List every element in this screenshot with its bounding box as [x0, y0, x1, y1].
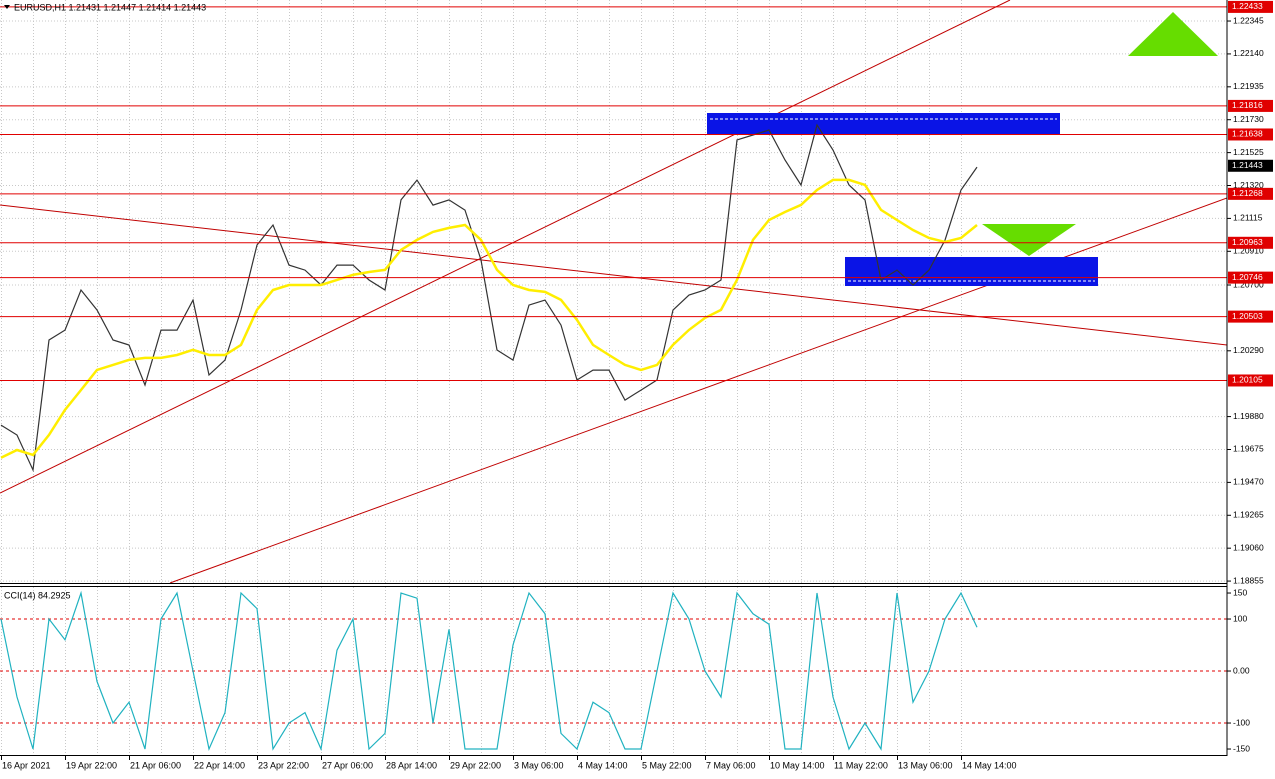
y-tick-label: -100 — [1233, 717, 1250, 727]
level-label-bg — [1228, 187, 1273, 200]
current-price-bg — [1228, 159, 1273, 172]
y-tick-label: 1.19675 — [1233, 444, 1264, 454]
series-line — [0, 123, 978, 473]
level-label-bg — [1228, 310, 1273, 323]
level-label: 1.22433 — [1232, 1, 1263, 11]
y-tick-label: 1.20910 — [1233, 246, 1264, 256]
y-tick-label: 1.20700 — [1233, 279, 1264, 289]
level-label-bg — [1228, 99, 1273, 112]
x-tick-label: 10 May 14:00 — [770, 760, 825, 770]
y-tick-label: 1.19060 — [1233, 542, 1264, 552]
x-tick-label: 22 Apr 14:00 — [194, 760, 245, 770]
y-tick-label: 0.00 — [1233, 665, 1250, 675]
level-label: 1.20105 — [1232, 375, 1263, 385]
y-tick-label: 1.20290 — [1233, 345, 1264, 355]
level-label: 1.20503 — [1232, 311, 1263, 321]
y-tick-label: 1.22345 — [1233, 15, 1264, 25]
y-tick-label: 1.22140 — [1233, 48, 1264, 58]
level-label-bg — [1228, 374, 1273, 387]
x-tick-label: 5 May 22:00 — [642, 760, 692, 770]
level-label: 1.20963 — [1232, 237, 1263, 247]
y-tick-label: 1.19880 — [1233, 411, 1264, 421]
x-tick-label: 21 Apr 06:00 — [130, 760, 181, 770]
x-tick-label: 27 Apr 06:00 — [322, 760, 373, 770]
y-tick-label: 1.21525 — [1233, 147, 1264, 157]
level-label-bg — [1228, 128, 1273, 141]
grid-layer — [0, 0, 1227, 755]
up-arrow — [1128, 12, 1218, 56]
main-series — [0, 6, 1227, 473]
level-label-bg — [1228, 236, 1273, 249]
x-tick-label: 29 Apr 22:00 — [450, 760, 501, 770]
y-tick-label: 100 — [1233, 613, 1247, 623]
y-tick-label: -150 — [1233, 743, 1250, 753]
y-tick-label: 1.18855 — [1233, 575, 1264, 585]
level-label: 1.21638 — [1232, 129, 1263, 139]
x-tick-label: 7 May 06:00 — [706, 760, 756, 770]
header-marker — [4, 5, 10, 9]
x-tick-label: 16 Apr 2021 — [2, 760, 51, 770]
level-label-bg — [1228, 0, 1273, 13]
drawings — [0, 0, 1227, 583]
down-arrow — [982, 224, 1076, 256]
level-label: 1.20746 — [1232, 272, 1263, 282]
y-tick-label: 150 — [1233, 587, 1247, 597]
x-tick-label: 19 Apr 22:00 — [66, 760, 117, 770]
x-tick-label: 11 May 22:00 — [834, 760, 888, 770]
y-tick-label: 1.21935 — [1233, 81, 1264, 91]
y-tick-label: 1.21320 — [1233, 180, 1264, 190]
level-label-bg — [1228, 271, 1273, 284]
support-zone — [845, 257, 1098, 286]
y-tick-label: 1.19470 — [1233, 477, 1264, 487]
x-tick-label: 14 May 14:00 — [962, 760, 1017, 770]
chart-title: EURUSD,H1 1.21431 1.21447 1.21414 1.2144… — [14, 2, 206, 12]
x-tick-label: 23 Apr 22:00 — [258, 760, 309, 770]
current-price-label: 1.21443 — [1232, 160, 1263, 170]
trend-line — [0, 0, 1011, 494]
resistance-zone — [707, 113, 1060, 134]
x-tick-label: 3 May 06:00 — [514, 760, 564, 770]
x-tick-label: 4 May 14:00 — [578, 760, 628, 770]
indicator-title: CCI(14) 84.2925 — [4, 590, 71, 600]
cci-series — [0, 590, 978, 752]
level-label: 1.21268 — [1232, 188, 1263, 198]
series-line — [0, 590, 978, 752]
level-label: 1.21816 — [1232, 100, 1263, 110]
series-line — [0, 178, 978, 459]
y-tick-label: 1.19265 — [1233, 510, 1264, 520]
y-tick-label: 1.21115 — [1233, 213, 1263, 223]
y-tick-label: 1.21730 — [1233, 114, 1264, 124]
x-tick-label: 28 Apr 14:00 — [386, 760, 437, 770]
x-tick-label: 13 May 06:00 — [898, 760, 953, 770]
trend-line — [0, 204, 1227, 346]
